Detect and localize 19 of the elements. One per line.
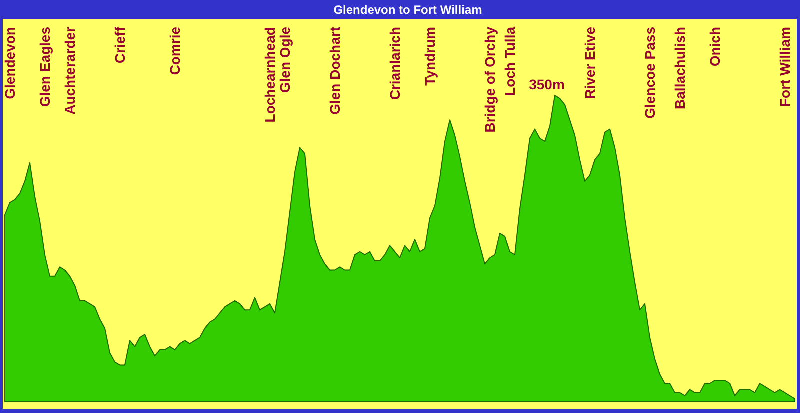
x-tick-label: Crieff <box>112 26 128 64</box>
x-tick-label: Loch Tulla <box>502 26 518 96</box>
x-tick-label: Glen Ogle <box>276 26 293 94</box>
x-tick-label: Bridge of Orchy <box>482 26 498 133</box>
x-tick-label: Lochearnhead <box>262 27 278 123</box>
x-tick-label: Glencoe Pass <box>642 26 658 119</box>
x-tick-label: Onich <box>706 27 723 67</box>
x-tick-label: Ballachulish <box>672 27 688 110</box>
chart-title: Glendevon to Fort William <box>334 3 482 17</box>
x-tick-label: Tyndrum <box>422 27 438 86</box>
x-tick-label: Glendevon <box>2 27 18 100</box>
x-tick-label: Comrie <box>166 26 183 76</box>
x-tick-label: River Etive <box>582 26 598 100</box>
x-tick-label: Auchterarder <box>62 26 78 115</box>
x-tick-label: Glen Dochart <box>326 26 343 115</box>
text: 350m <box>529 76 565 93</box>
x-tick-label: Glen Eagles <box>36 26 53 108</box>
x-tick-label: Crianlarich <box>386 27 403 100</box>
x-tick-label: Fort William <box>776 27 793 107</box>
